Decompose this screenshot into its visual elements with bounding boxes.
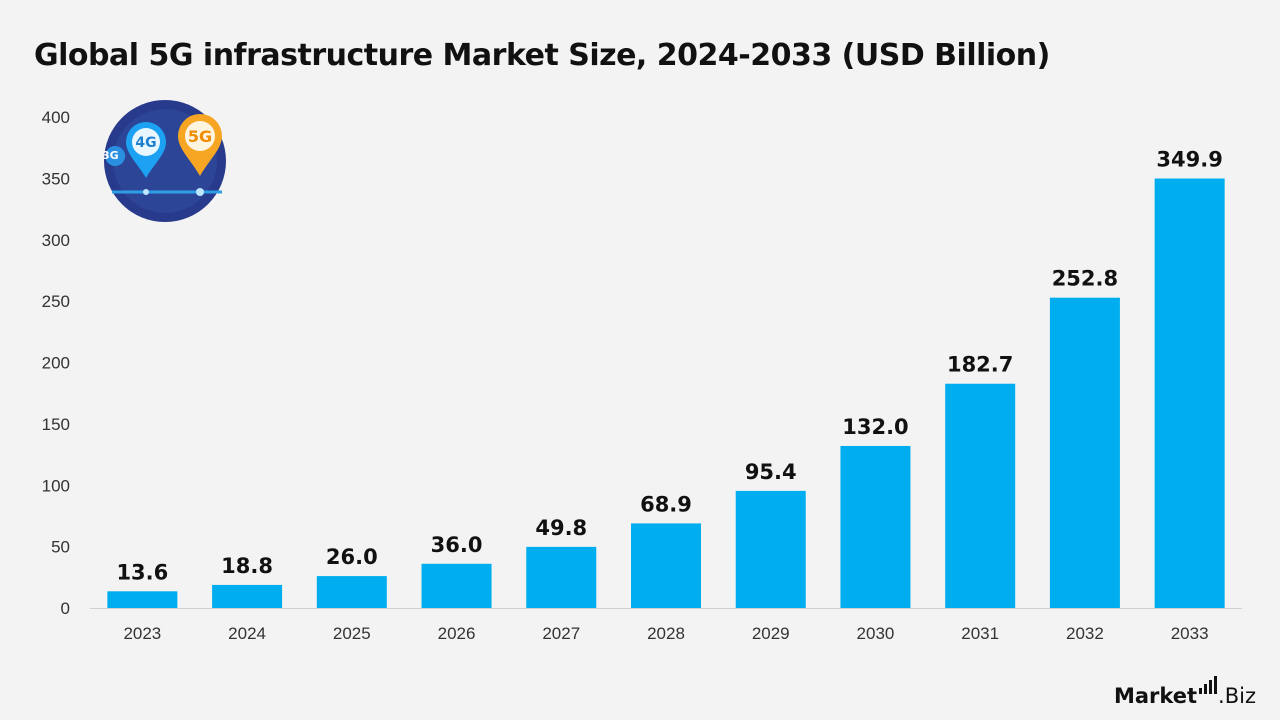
bar-value-label: 13.6 bbox=[116, 560, 168, 584]
x-tick-label: 2030 bbox=[857, 624, 895, 643]
y-tick-label: 50 bbox=[51, 538, 70, 557]
logo-label-4g: 4G bbox=[135, 135, 156, 151]
brand-name-light: .Biz bbox=[1218, 684, 1256, 708]
chart-title: Global 5G infrastructure Market Size, 20… bbox=[34, 38, 1050, 73]
5g-4g-location-pins-icon: 3G 4G 5G bbox=[104, 100, 226, 222]
bar-value-label: 36.0 bbox=[431, 533, 483, 557]
signal-bars-icon bbox=[1199, 676, 1218, 694]
y-tick-label: 150 bbox=[42, 415, 70, 434]
x-tick-label: 2024 bbox=[228, 624, 266, 643]
x-tick-label: 2028 bbox=[647, 624, 685, 643]
bar bbox=[631, 523, 701, 608]
x-tick-label: 2027 bbox=[542, 624, 580, 643]
bar bbox=[316, 576, 387, 608]
bar bbox=[526, 546, 597, 608]
bar-value-label: 26.0 bbox=[326, 545, 378, 569]
bar bbox=[107, 591, 178, 608]
bar-value-label: 132.0 bbox=[842, 415, 908, 439]
bar-value-label: 18.8 bbox=[221, 554, 273, 578]
y-tick-label: 350 bbox=[42, 169, 70, 188]
bar-value-label: 68.9 bbox=[640, 492, 692, 516]
bar bbox=[1049, 297, 1120, 608]
x-tick-label: 2031 bbox=[961, 624, 999, 643]
bar bbox=[735, 490, 806, 608]
x-tick-label: 2025 bbox=[333, 624, 371, 643]
logo-label-3g: 3G bbox=[104, 149, 119, 162]
y-tick-label: 200 bbox=[42, 354, 70, 373]
logo-label-5g: 5G bbox=[188, 127, 212, 146]
bar bbox=[212, 584, 283, 608]
bar bbox=[1154, 178, 1225, 609]
bar-value-label: 95.4 bbox=[745, 460, 797, 484]
x-tick-label: 2026 bbox=[438, 624, 476, 643]
bar-value-label: 49.8 bbox=[535, 516, 587, 540]
bar bbox=[421, 563, 492, 608]
x-tick-label: 2032 bbox=[1066, 624, 1104, 643]
y-tick-label: 0 bbox=[61, 599, 70, 618]
y-tick-label: 250 bbox=[42, 292, 70, 311]
y-tick-label: 100 bbox=[42, 476, 70, 495]
bar-value-label: 182.7 bbox=[947, 353, 1013, 377]
marketbiz-logo: Market .Biz bbox=[1114, 676, 1256, 708]
bar-value-label: 349.9 bbox=[1156, 147, 1222, 171]
x-tick-label: 2029 bbox=[752, 624, 790, 643]
y-tick-label: 300 bbox=[42, 231, 70, 250]
bar-value-label: 252.8 bbox=[1052, 267, 1118, 291]
bar bbox=[945, 383, 1016, 608]
bar bbox=[840, 445, 911, 608]
brand-name-bold: Market bbox=[1113, 684, 1198, 708]
x-tick-label: 2023 bbox=[123, 624, 161, 643]
x-tick-label: 2033 bbox=[1171, 624, 1209, 643]
y-tick-label: 400 bbox=[42, 108, 70, 127]
